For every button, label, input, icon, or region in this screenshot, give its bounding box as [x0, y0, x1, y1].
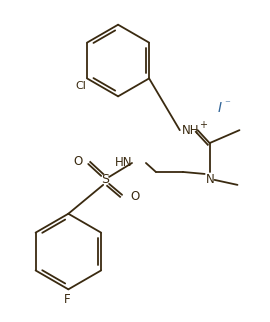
Text: F: F: [64, 293, 71, 306]
Text: O: O: [130, 190, 139, 203]
Text: Cl: Cl: [75, 81, 86, 91]
Text: HN: HN: [114, 156, 132, 169]
Text: N: N: [206, 173, 215, 186]
Text: ⁻: ⁻: [225, 99, 230, 109]
Text: O: O: [73, 156, 82, 168]
Text: I: I: [218, 101, 222, 115]
Text: +: +: [199, 120, 207, 130]
Text: S: S: [101, 174, 109, 186]
Text: NH: NH: [182, 124, 199, 137]
